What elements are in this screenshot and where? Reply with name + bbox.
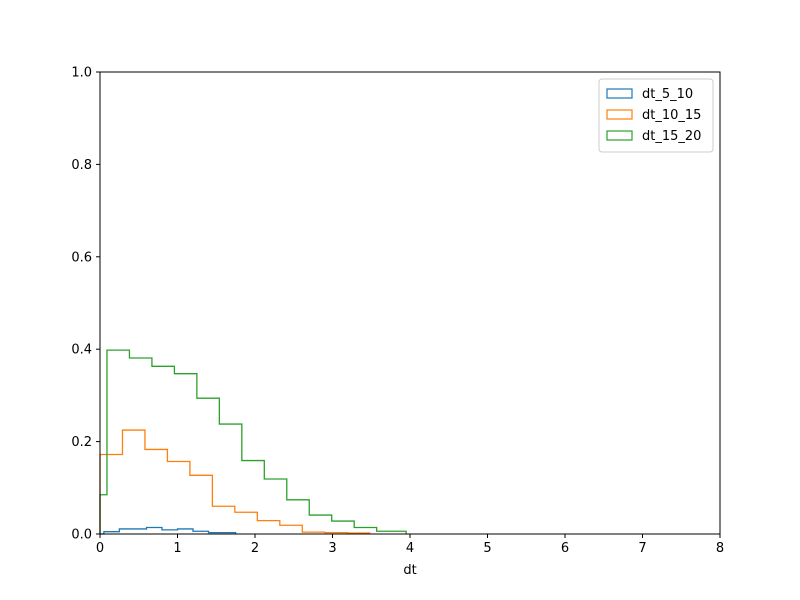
legend-box <box>598 78 714 153</box>
y-tick-label: 0.0 <box>71 528 92 543</box>
histogram-dt-5-10 <box>100 526 237 535</box>
legend-swatch <box>606 130 633 141</box>
x-tick-label: 2 <box>251 541 259 556</box>
x-tick-label: 8 <box>716 541 724 556</box>
y-tick-label: 0.2 <box>71 435 92 450</box>
series-layer <box>99 349 407 535</box>
x-axis-label: dt <box>403 563 416 578</box>
legend: dt_5_10 dt_10_15 dt_15_20 <box>598 78 714 153</box>
legend-swatch <box>606 88 633 99</box>
y-tick-label: 1.0 <box>71 66 92 81</box>
legend-label: dt_15_20 <box>642 129 701 144</box>
legend-label: dt_5_10 <box>642 87 693 102</box>
x-tick-label: 7 <box>638 541 646 556</box>
histogram-dt-10-15 <box>99 429 371 534</box>
legend-label: dt_10_15 <box>642 108 701 123</box>
legend-swatch <box>606 109 633 120</box>
x-axis: 0 1 2 3 4 5 6 7 8 <box>96 534 724 556</box>
y-tick-label: 0.8 <box>71 158 92 173</box>
x-tick-label: 3 <box>328 541 336 556</box>
y-tick-label: 0.6 <box>71 250 92 265</box>
x-tick-label: 5 <box>483 541 491 556</box>
y-axis: 0.0 0.2 0.4 0.6 0.8 1.0 <box>71 66 100 543</box>
x-tick-label: 1 <box>173 541 181 556</box>
x-tick-label: 0 <box>96 541 104 556</box>
histogram-dt-15-20 <box>99 349 407 534</box>
x-tick-label: 4 <box>406 541 414 556</box>
x-tick-label: 6 <box>561 541 569 556</box>
y-tick-label: 0.4 <box>71 343 92 358</box>
